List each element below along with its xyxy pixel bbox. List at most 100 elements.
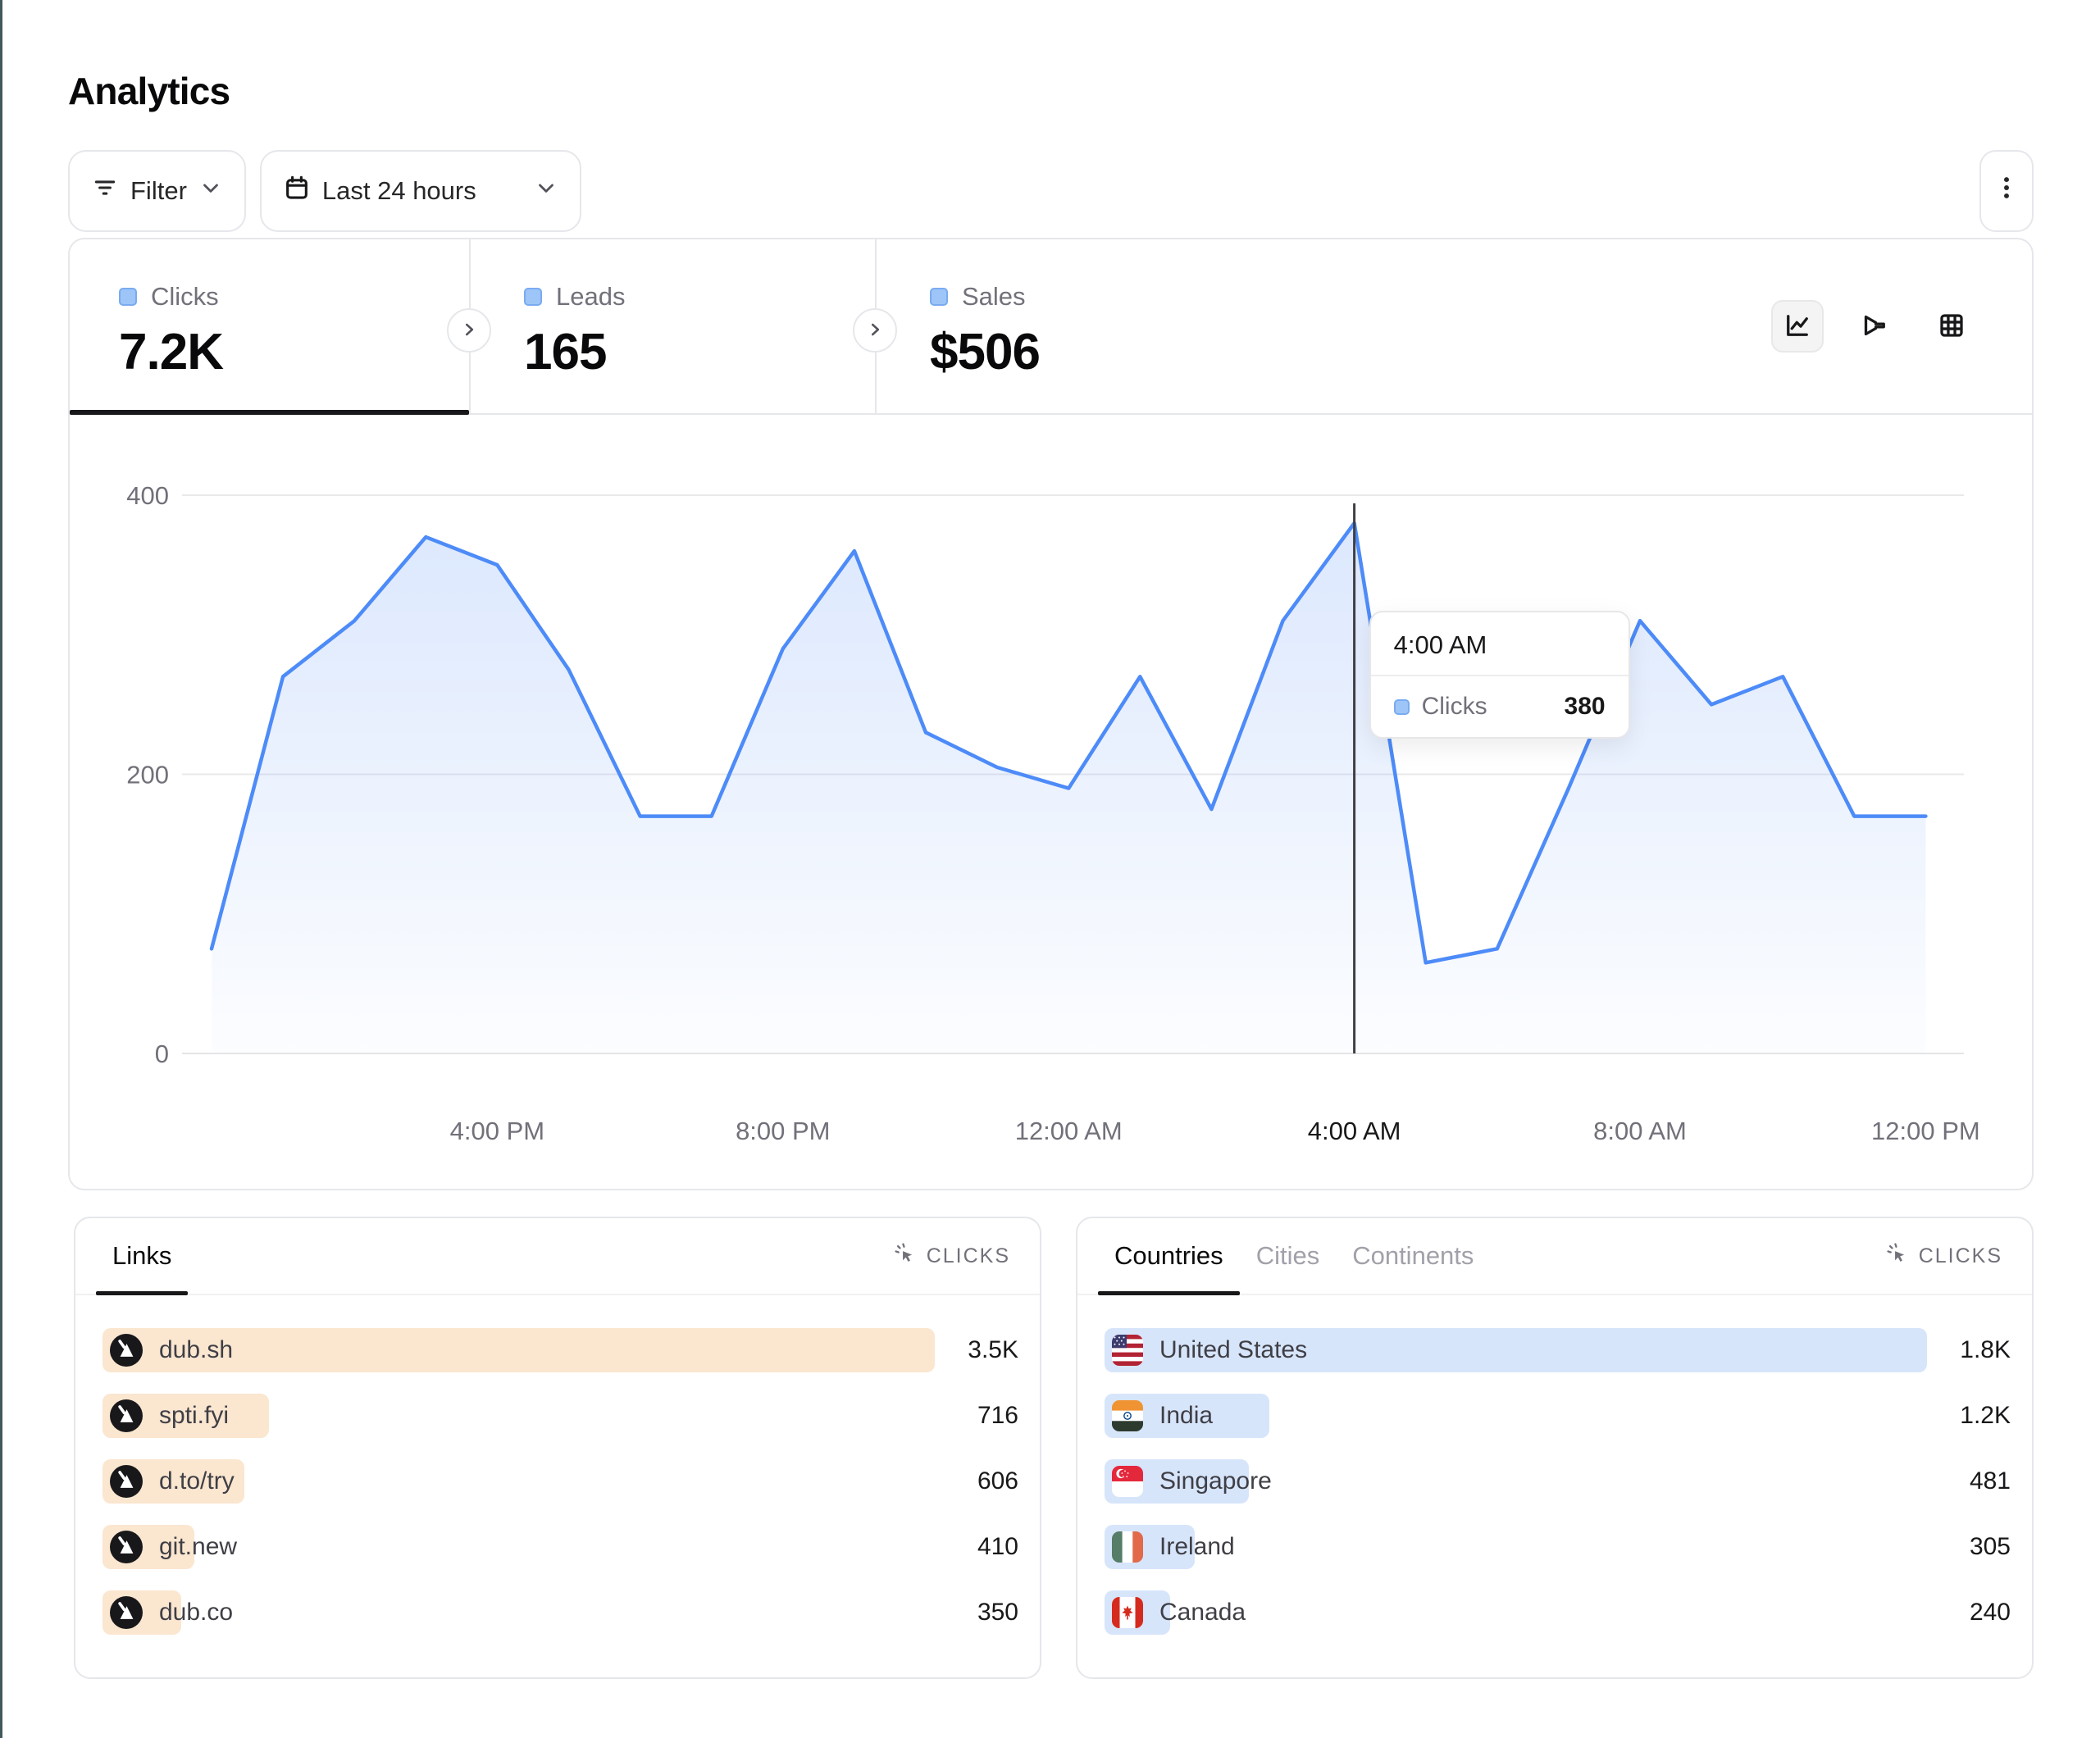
- link-bar: [102, 1328, 935, 1372]
- chevron-right-icon: [864, 319, 886, 343]
- metric-tabs: Clicks 7.2K Leads 165 Sales $506: [70, 239, 2032, 415]
- svg-text:4:00 AM: 4:00 AM: [1308, 1117, 1401, 1145]
- kebab-menu-icon: [1993, 174, 2020, 208]
- links-panel-header: Links CLICKS: [75, 1218, 1040, 1295]
- chevron-right-icon: [458, 319, 480, 343]
- tab-links[interactable]: Links: [96, 1218, 189, 1295]
- link-row[interactable]: d.to/try 606: [102, 1459, 1018, 1504]
- country-clicks-value: 305: [1969, 1533, 2011, 1560]
- link-row[interactable]: spti.fyi 716: [102, 1394, 1018, 1438]
- link-name: dub.sh: [159, 1336, 234, 1363]
- tab-continents[interactable]: Continents: [1336, 1218, 1490, 1294]
- country-row[interactable]: Singapore 481: [1105, 1459, 2011, 1504]
- india-flag-icon: [1112, 1400, 1143, 1431]
- sales-tab-value: $506: [930, 324, 1041, 380]
- expand-metric-button[interactable]: [853, 308, 897, 353]
- window-edge: [0, 0, 2, 1738]
- link-row[interactable]: git.new 410: [102, 1525, 1018, 1569]
- funnel-icon: [1860, 311, 1889, 343]
- tab-continents-label: Continents: [1352, 1241, 1474, 1270]
- clicks-tab-label: Clicks: [151, 282, 219, 311]
- clicks-tab-value: 7.2K: [119, 324, 224, 380]
- date-range-label: Last 24 hours: [321, 176, 476, 205]
- svg-text:200: 200: [126, 761, 169, 789]
- country-clicks-value: 481: [1969, 1467, 2011, 1495]
- tooltip-value: 380: [1564, 693, 1606, 720]
- funnel-view-button[interactable]: [1848, 300, 1901, 353]
- dub-logo-icon: [110, 1399, 143, 1432]
- active-tab-underline: [70, 410, 469, 415]
- country-row[interactable]: Ireland 305: [1105, 1525, 2011, 1569]
- ireland-flag-icon: [1112, 1531, 1143, 1563]
- singapore-flag-icon: [1112, 1466, 1143, 1497]
- analytics-card: Clicks 7.2K Leads 165 Sales $506: [68, 238, 2034, 1190]
- country-bar: [1105, 1328, 1927, 1372]
- sales-tab-label: Sales: [962, 282, 1026, 311]
- link-name: dub.co: [159, 1599, 234, 1626]
- links-panel: Links CLICKS dub.sh 3.5K: [74, 1217, 1041, 1679]
- link-clicks-value: 716: [977, 1402, 1018, 1429]
- link-row[interactable]: dub.sh 3.5K: [102, 1328, 1018, 1372]
- date-range-button[interactable]: Last 24 hours: [259, 150, 581, 232]
- cursor-click-icon: [1886, 1242, 1909, 1271]
- tab-countries-label: Countries: [1114, 1241, 1223, 1270]
- country-name: India: [1159, 1402, 1214, 1429]
- tab-countries[interactable]: Countries: [1098, 1218, 1240, 1295]
- chart-tooltip: 4:00 AM Clicks 380: [1369, 611, 1630, 739]
- filter-lines-icon: [91, 174, 119, 208]
- country-name: Canada: [1159, 1599, 1246, 1626]
- tab-sales[interactable]: Sales $506: [930, 239, 1041, 413]
- line-chart-icon: [1783, 311, 1812, 343]
- tooltip-series-label: Clicks: [1421, 693, 1487, 720]
- tab-cities-label: Cities: [1255, 1241, 1320, 1270]
- leads-legend-square: [524, 288, 542, 306]
- tab-links-label: Links: [112, 1241, 172, 1270]
- svg-text:12:00 AM: 12:00 AM: [1015, 1117, 1123, 1145]
- link-clicks-value: 410: [977, 1533, 1018, 1560]
- page-title: Analytics: [68, 70, 230, 112]
- country-row[interactable]: Canada 240: [1105, 1590, 2011, 1635]
- country-clicks-value: 240: [1969, 1599, 2011, 1626]
- chart-type-switcher: [1771, 300, 1978, 353]
- leads-tab-label: Leads: [556, 282, 626, 311]
- geo-metric-label: CLICKS: [1918, 1244, 2002, 1267]
- links-metric-selector[interactable]: CLICKS: [894, 1242, 1010, 1271]
- table-view-button[interactable]: [1925, 300, 1978, 353]
- sales-legend-square: [930, 288, 948, 306]
- table-grid-icon: [1937, 311, 1966, 343]
- clicks-chart[interactable]: 0 200 400 4:00 PM 8:00 PM 12:00 AM 4:00 AM 8:00…: [70, 413, 2032, 1189]
- dub-logo-icon: [110, 1531, 143, 1563]
- us-flag-icon: [1112, 1335, 1143, 1366]
- tab-leads[interactable]: Leads 165: [524, 239, 625, 413]
- country-clicks-value: 1.2K: [1960, 1402, 2011, 1429]
- link-clicks-value: 606: [977, 1467, 1018, 1495]
- calendar-icon: [283, 174, 311, 208]
- link-row[interactable]: dub.co 350: [102, 1590, 1018, 1635]
- tooltip-time: 4:00 AM: [1370, 612, 1629, 676]
- geo-panel-header: Countries Cities Continents CLICKS: [1077, 1218, 2032, 1295]
- country-row[interactable]: United States 1.8K: [1105, 1328, 2011, 1372]
- expand-metric-button[interactable]: [447, 308, 491, 353]
- country-clicks-value: 1.8K: [1960, 1336, 2011, 1363]
- link-name: d.to/try: [159, 1467, 235, 1495]
- country-name: Singapore: [1159, 1467, 1272, 1495]
- line-chart-view-button[interactable]: [1771, 300, 1824, 353]
- more-options-button[interactable]: [1979, 150, 2034, 232]
- tab-cities[interactable]: Cities: [1240, 1218, 1337, 1294]
- links-metric-label: CLICKS: [926, 1244, 1010, 1267]
- countries-list: United States 1.8K India 1.2K: [1077, 1295, 2032, 1635]
- link-name: spti.fyi: [159, 1402, 230, 1429]
- chevron-down-icon: [534, 175, 558, 207]
- svg-text:8:00 AM: 8:00 AM: [1593, 1117, 1687, 1145]
- filter-button[interactable]: Filter: [68, 150, 246, 232]
- country-row[interactable]: India 1.2K: [1105, 1394, 2011, 1438]
- country-name: Ireland: [1159, 1533, 1235, 1560]
- dub-logo-icon: [110, 1596, 143, 1629]
- geo-metric-selector[interactable]: CLICKS: [1886, 1242, 2002, 1271]
- svg-text:400: 400: [126, 481, 169, 510]
- clicks-chart-svg[interactable]: 0 200 400 4:00 PM 8:00 PM 12:00 AM 4:00 AM 8:00…: [70, 413, 2032, 1190]
- tab-clicks[interactable]: Clicks 7.2K: [119, 239, 224, 413]
- link-name: git.new: [159, 1533, 238, 1560]
- dub-logo-icon: [110, 1334, 143, 1367]
